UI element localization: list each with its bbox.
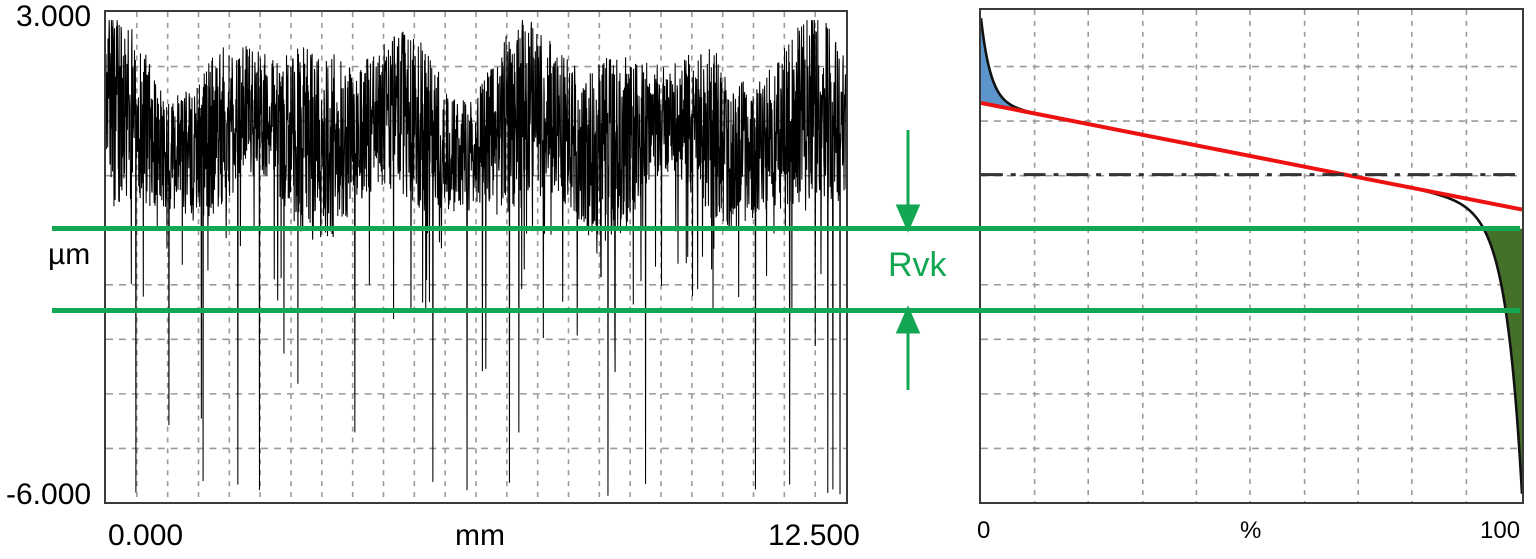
abbott-x-min-label: 0 — [977, 517, 991, 544]
rvk-upper-boundary-line — [52, 226, 1520, 231]
surface-profile-chart — [104, 10, 848, 504]
profile-y-unit-label: µm — [48, 238, 91, 271]
profile-y-max-label: 3.000 — [16, 0, 92, 33]
rvk-valley-area — [1421, 228, 1522, 494]
profile-trace-path — [106, 20, 846, 496]
profile-x-min-label: 0.000 — [108, 519, 184, 552]
material-ratio-curve — [981, 18, 1522, 494]
rvk-lower-boundary-line — [52, 308, 1520, 313]
rvk-dimension-arrows — [880, 130, 950, 390]
rvk-annotation-label: Rvk — [888, 246, 947, 284]
abbott-firestone-chart — [979, 8, 1524, 504]
abbott-curve-layer — [981, 10, 1522, 502]
equivalent-straight-line — [981, 100, 1522, 212]
profile-y-min-label: -6.000 — [6, 478, 92, 511]
abbott-x-unit-label: % — [1240, 517, 1262, 544]
profile-x-max-label: 12.500 — [768, 519, 860, 552]
profile-trace — [106, 12, 846, 502]
abbott-x-max-label: 100 — [1480, 517, 1521, 544]
profile-x-unit-label: mm — [455, 519, 505, 552]
rpk-peak-area — [981, 18, 1052, 117]
